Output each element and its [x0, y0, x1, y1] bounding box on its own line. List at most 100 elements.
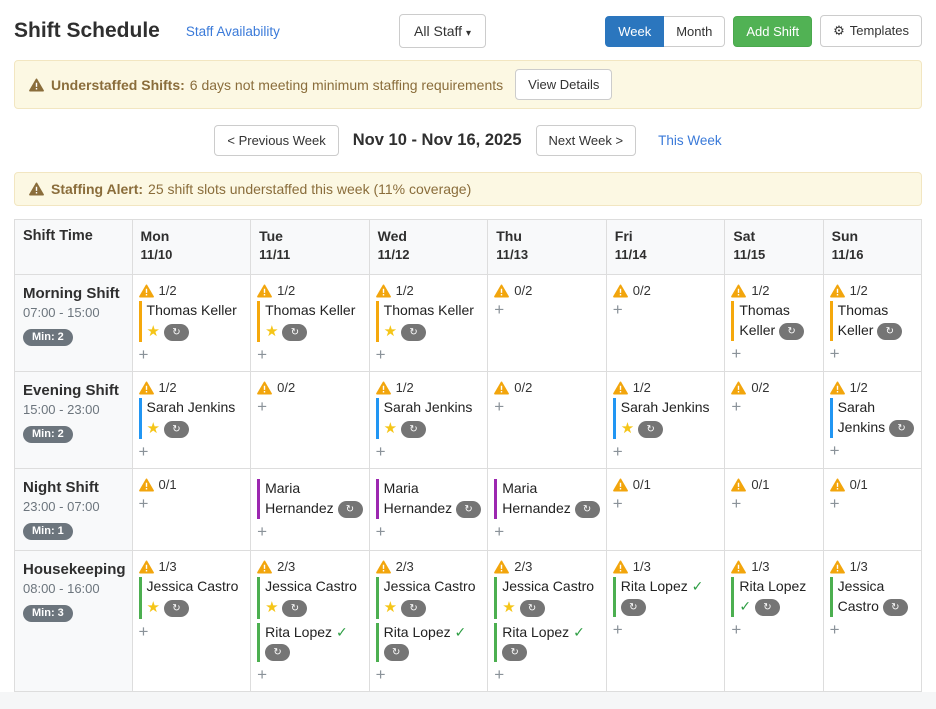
- staff-assignment[interactable]: Rita Lopez ✓ ↻: [731, 577, 816, 618]
- shift-name: Night Shift: [23, 479, 99, 497]
- view-toggle: Week Month: [605, 15, 726, 47]
- staff-name: Jessica Castro: [265, 578, 357, 595]
- check-icon: ✓: [739, 598, 752, 615]
- understaffed-count: 1/2: [138, 380, 245, 395]
- recurring-icon: ↻: [754, 599, 780, 617]
- add-shift-button[interactable]: Add Shift: [733, 15, 813, 47]
- recurring-icon: ↻: [779, 322, 805, 340]
- shift-cell-night-sun: 0/1 +: [822, 468, 923, 552]
- recurring-icon: ↻: [882, 599, 908, 617]
- staff-assignment[interactable]: Rita Lopez ✓ ↻: [257, 622, 363, 663]
- add-shift-cell-button[interactable]: +: [375, 522, 386, 542]
- day-date: 11/14: [614, 247, 647, 262]
- shift-label-evening: Evening Shift 15:00 - 23:00 Min: 2: [14, 371, 133, 470]
- staff-assignment[interactable]: Thomas Keller ★ ↻: [138, 301, 245, 343]
- day-header-fri: Fri 11/14: [605, 219, 726, 275]
- add-shift-cell-button[interactable]: +: [494, 522, 505, 542]
- staff-assignment[interactable]: Maria Hernandez ↻: [257, 479, 363, 520]
- warning-icon: [257, 284, 273, 298]
- staff-assignment[interactable]: Thomas Keller ↻: [829, 301, 915, 341]
- add-shift-cell-button[interactable]: +: [829, 440, 840, 460]
- add-shift-cell-button[interactable]: +: [612, 442, 623, 462]
- add-shift-cell-button[interactable]: +: [612, 494, 623, 514]
- staff-name: Sarah Jenkins: [620, 399, 710, 416]
- staff-availability-link[interactable]: Staff Availability: [185, 23, 280, 39]
- staff-assignment[interactable]: Jessica Castro ★ ↻: [138, 577, 245, 619]
- understaffed-count: 0/2: [612, 283, 719, 298]
- shift-cell-morning-mon: 1/2 Thomas Keller ★ ↻ +: [131, 273, 252, 373]
- staff-assignment[interactable]: Jessica Castro ★ ↻: [494, 577, 600, 619]
- day-header-sat: Sat 11/15: [724, 219, 824, 275]
- add-shift-cell-button[interactable]: +: [257, 665, 268, 685]
- staffing-ratio: 1/3: [158, 559, 177, 575]
- add-shift-cell-button[interactable]: +: [612, 620, 623, 640]
- warning-triangle: [731, 478, 747, 492]
- staff-assignment[interactable]: Thomas Keller ★ ↻: [257, 301, 363, 343]
- this-week-link[interactable]: This Week: [658, 133, 722, 148]
- day-date: 11/11: [259, 247, 291, 262]
- page-bottom-strip: [0, 692, 936, 709]
- staff-name: Thomas Keller: [265, 302, 356, 318]
- warning-icon: [29, 182, 44, 196]
- day-header-thu: Thu 11/13: [487, 219, 607, 275]
- add-shift-cell-button[interactable]: +: [731, 397, 742, 417]
- view-details-button[interactable]: View Details: [515, 69, 613, 100]
- add-shift-cell-button[interactable]: +: [375, 442, 386, 462]
- staff-assignment[interactable]: Maria Hernandez ↻: [375, 479, 482, 520]
- staff-assignment[interactable]: Jessica Castro ★ ↻: [375, 577, 482, 619]
- warning-triangle: [829, 381, 845, 395]
- staff-assignment[interactable]: Jessica Castro ↻: [829, 577, 915, 618]
- staff-assignment[interactable]: Sarah Jenkins ★ ↻: [375, 398, 482, 440]
- staff-name: Rita Lopez: [620, 578, 688, 595]
- add-shift-cell-button[interactable]: +: [375, 665, 386, 685]
- understaffed-count: 2/3: [494, 559, 600, 574]
- add-shift-cell-button[interactable]: +: [829, 343, 840, 363]
- add-shift-cell-button[interactable]: +: [375, 345, 386, 365]
- recurring-icon: ↻: [337, 501, 363, 519]
- shift-row-night: Night Shift 23:00 - 07:00 Min: 1 0/1 + Maria…: [14, 468, 923, 552]
- week-toggle-button[interactable]: Week: [605, 15, 665, 47]
- understaffed-count: 0/2: [731, 380, 816, 395]
- add-shift-cell-button[interactable]: +: [829, 494, 840, 514]
- staffing-alert-text: 25 shift slots understaffed this week (1…: [148, 181, 472, 197]
- add-shift-cell-button[interactable]: +: [138, 442, 149, 462]
- add-shift-cell-button[interactable]: +: [731, 494, 742, 514]
- add-shift-cell-button[interactable]: +: [138, 345, 149, 365]
- add-shift-cell-button[interactable]: +: [138, 621, 149, 641]
- staff-filter-dropdown[interactable]: All Staff ▾: [399, 14, 487, 48]
- staff-assignment[interactable]: Rita Lopez ✓ ↻: [494, 622, 600, 663]
- add-shift-cell-button[interactable]: +: [829, 620, 840, 640]
- staff-name: Sarah Jenkins: [383, 399, 473, 416]
- warning-triangle: [829, 284, 845, 297]
- staff-assignment[interactable]: Thomas Keller ★ ↻: [375, 301, 482, 343]
- staff-assignment[interactable]: Maria Hernandez ↻: [494, 479, 600, 520]
- add-shift-cell-button[interactable]: +: [494, 300, 505, 319]
- templates-button[interactable]: ⚙ Templates: [820, 15, 923, 47]
- month-toggle-button[interactable]: Month: [664, 15, 726, 47]
- staffing-ratio: 0/1: [158, 477, 177, 493]
- staff-assignment[interactable]: Jessica Castro ★ ↻: [257, 577, 363, 619]
- add-shift-cell-button[interactable]: +: [257, 397, 268, 417]
- add-shift-cell-button[interactable]: +: [138, 494, 149, 514]
- staff-assignment[interactable]: Sarah Jenkins ↻: [829, 398, 915, 438]
- next-week-button[interactable]: Next Week >: [535, 125, 637, 156]
- staff-assignment[interactable]: Sarah Jenkins ★ ↻: [138, 398, 245, 440]
- shift-cell-evening-wed: 1/2 Sarah Jenkins ★ ↻ +: [368, 371, 489, 470]
- add-shift-cell-button[interactable]: +: [494, 397, 505, 417]
- staff-assignment[interactable]: Rita Lopez ✓ ↻: [375, 622, 482, 663]
- staff-assignment[interactable]: Sarah Jenkins ★ ↻: [612, 398, 719, 440]
- add-shift-cell-button[interactable]: +: [494, 665, 505, 685]
- staff-assignment[interactable]: Rita Lopez ✓ ↻: [612, 577, 719, 618]
- add-shift-cell-button[interactable]: +: [731, 343, 742, 363]
- add-shift-cell-button[interactable]: +: [731, 620, 742, 640]
- warning-icon: [138, 381, 154, 395]
- staff-assignment[interactable]: Thomas Keller ↻: [731, 301, 816, 341]
- add-shift-cell-button[interactable]: +: [257, 522, 268, 542]
- previous-week-button[interactable]: < Previous Week: [214, 125, 339, 156]
- shift-cell-evening-thu: 0/2 +: [487, 371, 607, 470]
- understaffed-count: 1/2: [138, 283, 245, 298]
- add-shift-cell-button[interactable]: +: [612, 300, 623, 319]
- shift-cell-housekeeping-mon: 1/3 Jessica Castro ★ ↻ +: [131, 550, 252, 693]
- add-shift-cell-button[interactable]: +: [257, 345, 268, 365]
- shift-label-morning: Morning Shift 07:00 - 15:00 Min: 2: [14, 273, 133, 373]
